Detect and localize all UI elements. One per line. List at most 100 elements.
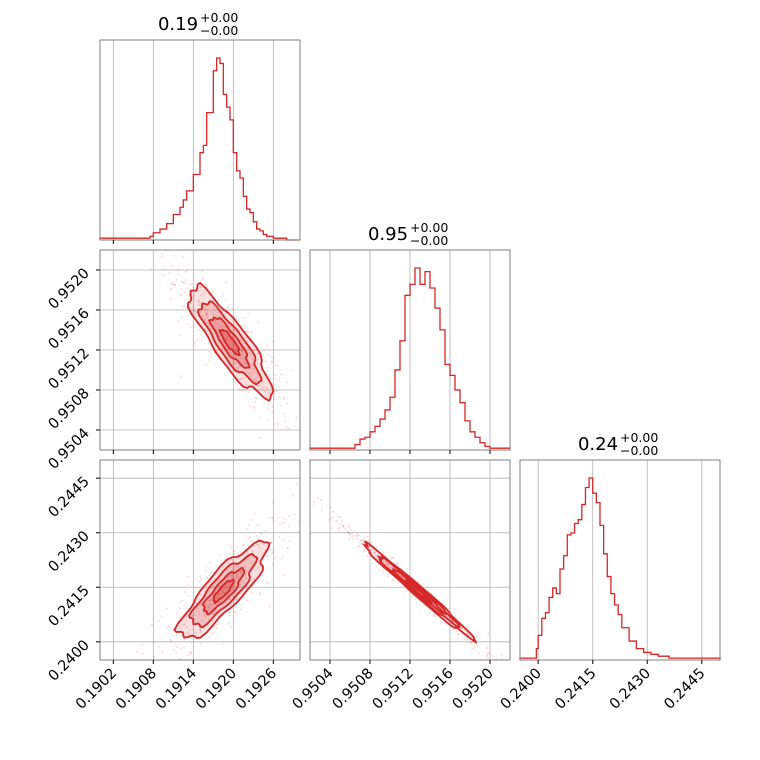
scatter-point — [257, 385, 260, 387]
histogram-panel: 0.19 +0.00−0.00 — [99, 10, 301, 244]
scatter-point — [186, 607, 189, 610]
scatter-point — [195, 339, 197, 342]
scatter-point — [176, 646, 179, 649]
scatter-point — [217, 594, 220, 597]
scatter-point — [339, 526, 341, 529]
scatter-point — [184, 279, 187, 281]
scatter-point — [249, 375, 252, 377]
scatter-point — [367, 539, 370, 541]
scatter-point — [180, 627, 183, 629]
scatter-point — [232, 363, 235, 365]
scatter-point — [249, 372, 252, 374]
scatter-point — [356, 534, 359, 537]
scatter-point — [160, 236, 162, 238]
scatter-point — [447, 607, 450, 610]
scatter-point — [229, 598, 231, 600]
scatter-point — [212, 314, 215, 316]
scatter-point — [262, 349, 265, 352]
scatter-point — [324, 498, 326, 500]
scatter-point — [391, 578, 394, 581]
y-tick-label: 0.9520 — [46, 266, 93, 313]
scatter-point — [192, 287, 195, 289]
scatter-point — [265, 535, 268, 538]
scatter-point — [197, 300, 200, 303]
scatter-point — [195, 586, 198, 589]
scatter-point — [207, 322, 210, 325]
scatter-point — [267, 403, 270, 406]
scatter-point — [250, 330, 253, 333]
scatter-point — [289, 540, 292, 543]
scatter-point — [234, 606, 237, 609]
scatter-point — [262, 377, 265, 380]
scatter-point — [267, 391, 270, 394]
scatter-point — [332, 516, 334, 519]
scatter-point — [178, 657, 181, 660]
scatter-point — [230, 569, 233, 572]
scatter-point — [434, 615, 436, 618]
scatter-point — [209, 572, 212, 575]
scatter-point — [457, 633, 460, 635]
scatter-point — [198, 613, 201, 616]
scatter-point — [237, 387, 240, 390]
scatter-point — [226, 335, 229, 338]
scatter-point — [219, 325, 222, 328]
scatter-point — [250, 331, 253, 334]
scatter-point — [190, 641, 193, 644]
scatter-point — [175, 651, 177, 654]
scatter-point — [283, 412, 286, 415]
y-tick-label: 0.9512 — [46, 346, 93, 393]
scatter-point — [375, 546, 378, 548]
scatter-point — [266, 554, 269, 557]
scatter-point — [198, 603, 201, 606]
scatter-point — [303, 422, 305, 424]
y-tick-label: 0.9508 — [46, 386, 93, 433]
scatter-point — [239, 357, 242, 360]
scatter-point — [280, 404, 282, 407]
scatter-point — [229, 544, 231, 547]
scatter-point — [245, 569, 248, 572]
scatter-point — [388, 565, 390, 568]
scatter-point — [253, 406, 256, 409]
scatter-point — [335, 519, 338, 522]
scatter-point — [226, 337, 228, 340]
scatter-point — [140, 643, 143, 646]
scatter-point — [232, 585, 235, 588]
scatter-point — [192, 308, 195, 311]
scatter-point — [180, 315, 183, 318]
scatter-point — [235, 611, 238, 613]
scatter-point — [368, 540, 371, 543]
scatter-point — [246, 599, 248, 602]
scatter-point — [209, 599, 212, 602]
scatter-point — [279, 523, 281, 526]
scatter-point — [208, 574, 211, 577]
scatter-point — [466, 626, 469, 628]
scatter-point — [240, 572, 243, 575]
scatter-point — [295, 483, 298, 485]
scatter-point — [179, 334, 182, 337]
scatter-point — [205, 605, 208, 608]
scatter-point — [466, 632, 469, 635]
scatter-point — [259, 416, 262, 419]
scatter-point — [280, 373, 283, 376]
scatter-point — [239, 571, 242, 574]
scatter-point — [348, 524, 351, 527]
scatter-point — [183, 638, 186, 641]
scatter-point — [460, 627, 463, 629]
scatter-point — [293, 513, 296, 516]
scatter-point — [208, 359, 211, 362]
scatter-point — [218, 623, 221, 625]
scatter-point — [164, 660, 166, 662]
scatter-point — [187, 575, 190, 578]
scatter-point — [182, 280, 184, 283]
scatter-point — [231, 307, 234, 310]
scatter-point — [239, 329, 241, 332]
panel-title-value: 0.95 — [368, 224, 408, 245]
scatter-point — [236, 566, 239, 569]
scatter-point — [271, 411, 274, 414]
scatter-point — [320, 506, 323, 509]
scatter-point — [211, 571, 213, 574]
scatter-point — [266, 544, 269, 547]
scatter-point — [158, 645, 160, 648]
scatter-point — [466, 632, 469, 635]
